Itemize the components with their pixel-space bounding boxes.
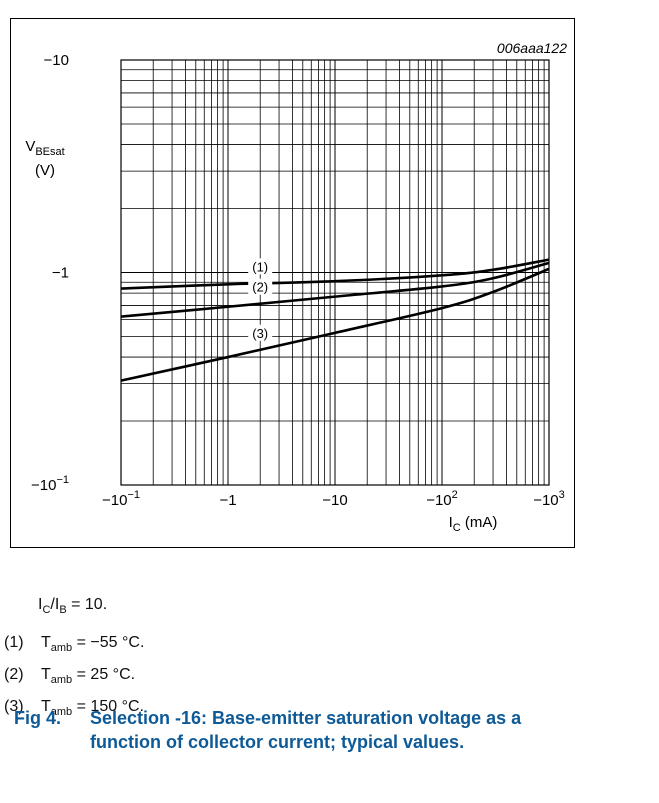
series-label-2: (2) — [252, 280, 268, 295]
condition-3-value: = 150 °C. — [72, 698, 144, 715]
figure-reference-code: 006aaa122 — [496, 40, 567, 56]
condition-1-note: (1) Tamb = −55 °C. — [4, 634, 144, 654]
x-tick-label: −102 — [426, 489, 458, 509]
plot-area-border — [120, 59, 550, 486]
x-tick-label: −103 — [533, 489, 565, 509]
y-axis-unit: (V) — [35, 162, 55, 179]
ratio-slash: / — [50, 596, 55, 613]
x-tick-label: −10−1 — [102, 489, 140, 509]
y-tick-label: −10 — [44, 52, 69, 69]
series-line-2 — [120, 261, 550, 318]
series-label-1: (1) — [252, 259, 268, 274]
chart-svg: −10−1 −1 −10 −102 −103 −10−1 −1 −10 VBEsat (V) IC … — [25, 52, 565, 534]
condition-2-value: = 25 °C. — [72, 666, 136, 683]
condition-2-symbol: T — [41, 666, 51, 683]
series-line-3 — [120, 267, 550, 382]
ratio-ic-symbol: I — [38, 596, 43, 613]
ratio-value: = 10. — [66, 596, 108, 613]
ratio-ic-subscript: C — [42, 604, 51, 617]
series-label-background — [248, 278, 273, 295]
condition-1-symbol: T — [41, 634, 51, 651]
x-tick-label: −1 — [219, 492, 236, 509]
y-tick-label: −10−1 — [31, 474, 69, 494]
series-label-background — [248, 324, 273, 341]
figure-number: Fig 4. — [14, 708, 62, 728]
ratio-ib-subscript: B — [59, 604, 67, 617]
chart-frame: −10−1 −1 −10 −102 −103 −10−1 −1 −10 VBEsat (V) IC … — [10, 18, 575, 548]
y-tick-label: −1 — [52, 265, 69, 282]
x-tick-label: −10 — [322, 492, 347, 509]
series-label-3: (3) — [252, 326, 268, 341]
condition-3-number: (3) — [4, 698, 24, 715]
y-axis-label: VBEsat — [25, 138, 64, 158]
condition-3-subscript: amb — [50, 706, 73, 719]
condition-3-symbol: T — [41, 698, 51, 715]
condition-2-number: (2) — [4, 666, 24, 683]
condition-1-subscript: amb — [50, 642, 73, 655]
condition-1-value: = −55 °C. — [72, 634, 145, 651]
current-ratio-note: IC/IB = 10. — [38, 596, 107, 616]
condition-1-number: (1) — [4, 634, 24, 651]
condition-3-note: (3) Tamb = 150 °C. — [4, 698, 144, 718]
condition-2-subscript: amb — [50, 674, 73, 687]
figure-caption-text: Selection -16: Base-emitter saturation v… — [90, 708, 522, 752]
ratio-ib-symbol: I — [54, 596, 60, 613]
x-axis-label: IC (mA) — [449, 514, 498, 534]
condition-2-note: (2) Tamb = 25 °C. — [4, 666, 135, 686]
series-line-1 — [120, 258, 550, 290]
series-label-background — [248, 258, 273, 275]
